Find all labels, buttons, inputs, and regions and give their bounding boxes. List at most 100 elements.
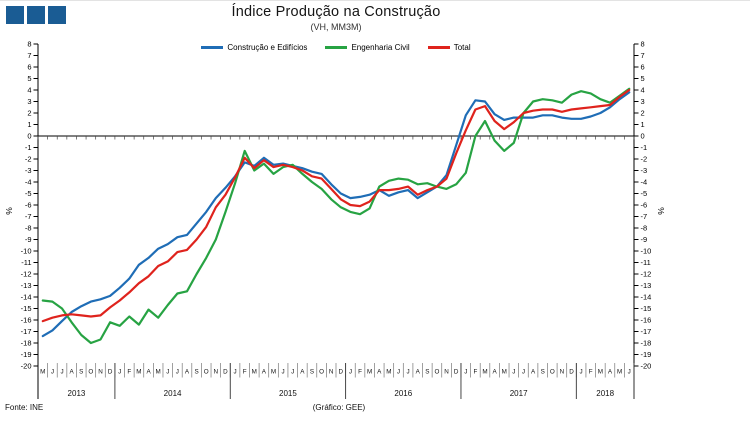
svg-text:-15: -15 — [641, 304, 652, 313]
svg-text:J: J — [512, 369, 515, 376]
svg-text:A: A — [493, 369, 498, 376]
svg-text:4: 4 — [27, 86, 31, 95]
svg-text:-14: -14 — [641, 293, 652, 302]
svg-text:A: A — [377, 369, 382, 376]
logo-square — [6, 6, 24, 24]
year-label: 2014 — [164, 389, 182, 398]
svg-text:8: 8 — [641, 40, 645, 49]
svg-text:-4: -4 — [641, 178, 648, 187]
svg-text:D: D — [223, 369, 228, 376]
svg-text:J: J — [522, 369, 525, 376]
svg-text:-2: -2 — [641, 155, 648, 164]
svg-text:J: J — [166, 369, 169, 376]
svg-text:A: A — [262, 369, 267, 376]
svg-text:3: 3 — [641, 97, 645, 106]
svg-text:S: S — [541, 369, 545, 376]
svg-text:D: D — [339, 369, 344, 376]
svg-text:-6: -6 — [25, 201, 32, 210]
year-label: 2013 — [68, 389, 86, 398]
legend-item-engenharia-civil: Engenharia Civil — [325, 43, 410, 52]
svg-text:A: A — [70, 369, 75, 376]
legend-swatch-red — [427, 46, 450, 49]
svg-text:5: 5 — [641, 74, 645, 83]
svg-text:S: S — [310, 369, 314, 376]
svg-text:M: M — [482, 369, 487, 376]
svg-text:-20: -20 — [21, 362, 32, 371]
series-line-construcao-e-edificios — [41, 91, 631, 338]
svg-text:D: D — [108, 369, 113, 376]
svg-text:7: 7 — [641, 51, 645, 60]
svg-text:N: N — [214, 369, 219, 376]
svg-text:-12: -12 — [21, 270, 32, 279]
svg-text:-15: -15 — [21, 304, 32, 313]
svg-text:6: 6 — [641, 63, 645, 72]
series-line-total — [41, 88, 631, 323]
svg-text:0: 0 — [27, 132, 31, 141]
y-axis-label-left: % — [4, 207, 14, 215]
svg-text:-12: -12 — [641, 270, 652, 279]
svg-text:F: F — [589, 369, 593, 376]
legend-label: Engenharia Civil — [351, 43, 410, 52]
logo — [6, 6, 66, 24]
svg-text:-17: -17 — [21, 327, 32, 336]
svg-text:J: J — [349, 369, 352, 376]
y-axes: 8 8 7 7 6 6 5 5 4 4 3 3 2 2 1 1 0 0 -1 -1 -2 -2 -3 -3 -4 -4 -5 -5 -6… — [4, 40, 666, 399]
svg-text:-16: -16 — [21, 316, 32, 325]
svg-text:J: J — [60, 369, 63, 376]
legend-label: Total — [453, 43, 471, 52]
svg-text:-6: -6 — [641, 201, 648, 210]
svg-text:F: F — [358, 369, 362, 376]
svg-text:J: J — [291, 369, 294, 376]
svg-text:N: N — [98, 369, 103, 376]
svg-text:-10: -10 — [21, 247, 32, 256]
svg-text:M: M — [40, 369, 45, 376]
svg-text:O: O — [319, 369, 324, 376]
svg-text:M: M — [502, 369, 507, 376]
svg-text:1: 1 — [641, 120, 645, 129]
svg-text:-7: -7 — [25, 212, 32, 221]
svg-text:-14: -14 — [21, 293, 32, 302]
legend-label: Construção e Edifícios — [227, 43, 308, 52]
svg-text:N: N — [329, 369, 334, 376]
svg-text:J: J — [397, 369, 400, 376]
svg-text:O: O — [88, 369, 93, 376]
svg-text:J: J — [580, 369, 583, 376]
svg-text:J: J — [464, 369, 467, 376]
svg-text:-2: -2 — [25, 155, 32, 164]
svg-text:M: M — [252, 369, 257, 376]
svg-text:5: 5 — [27, 74, 31, 83]
svg-text:M: M — [386, 369, 391, 376]
svg-text:J: J — [282, 369, 285, 376]
legend-item-construcao-e-edificios: Construção e Edifícios — [201, 43, 307, 52]
logo-square — [48, 6, 66, 24]
footer-credit: (Gráfico: GEE) — [312, 403, 366, 412]
svg-text:A: A — [608, 369, 613, 376]
svg-text:3: 3 — [27, 97, 31, 106]
svg-text:-7: -7 — [641, 212, 648, 221]
zero-axis — [37, 135, 635, 140]
svg-text:O: O — [434, 369, 439, 376]
svg-text:2: 2 — [641, 109, 645, 118]
svg-text:-17: -17 — [641, 327, 652, 336]
svg-text:A: A — [300, 369, 305, 376]
svg-text:-11: -11 — [641, 258, 651, 267]
year-label: 2015 — [279, 389, 297, 398]
svg-text:0: 0 — [641, 132, 645, 141]
svg-text:J: J — [407, 369, 410, 376]
svg-text:J: J — [233, 369, 236, 376]
svg-text:-4: -4 — [25, 178, 32, 187]
svg-text:7: 7 — [27, 51, 31, 60]
svg-text:F: F — [473, 369, 477, 376]
logo-square — [27, 6, 45, 24]
svg-text:-13: -13 — [641, 281, 652, 290]
svg-text:-18: -18 — [21, 339, 32, 348]
svg-text:O: O — [550, 369, 555, 376]
svg-text:-19: -19 — [21, 350, 32, 359]
svg-text:S: S — [425, 369, 429, 376]
year-label: 2018 — [596, 389, 614, 398]
svg-text:F: F — [243, 369, 247, 376]
svg-text:N: N — [560, 369, 565, 376]
